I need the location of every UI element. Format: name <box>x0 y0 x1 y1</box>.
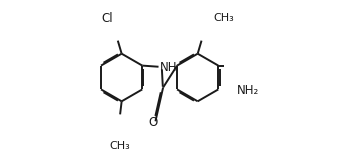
Text: NH: NH <box>160 61 178 74</box>
Text: CH₃: CH₃ <box>110 141 130 151</box>
Text: CH₃: CH₃ <box>214 13 235 23</box>
Text: O: O <box>148 116 157 129</box>
Text: NH₂: NH₂ <box>237 84 259 97</box>
Text: Cl: Cl <box>102 12 113 25</box>
